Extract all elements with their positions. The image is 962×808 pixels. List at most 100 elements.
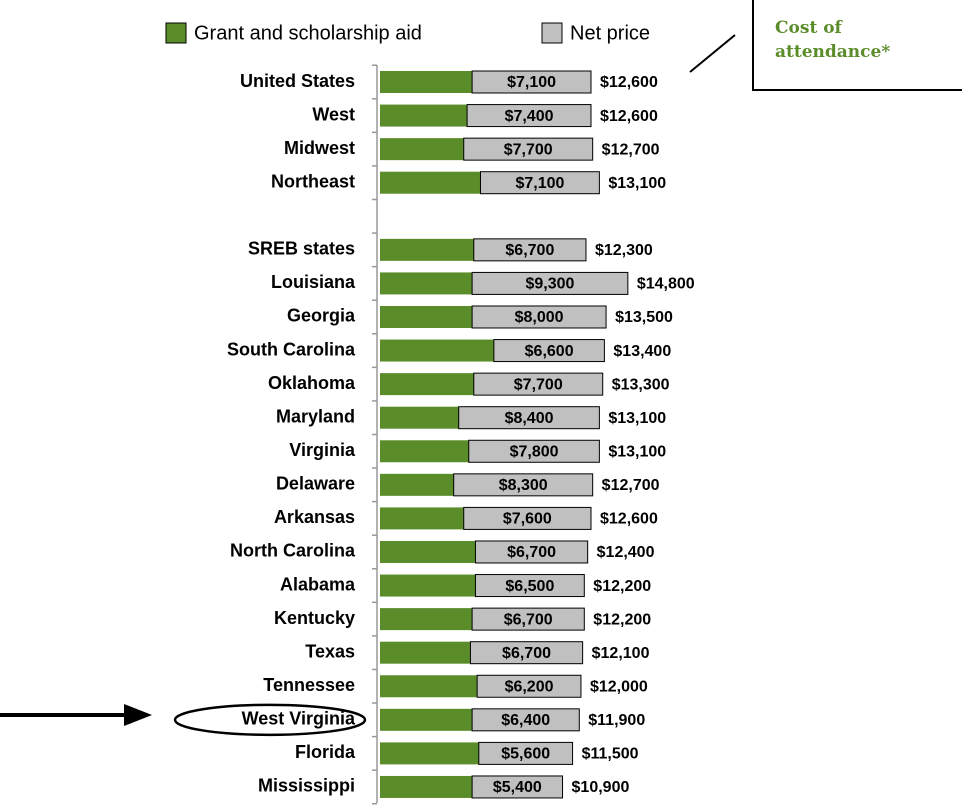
- annotation-box: [752, 0, 962, 91]
- value-label: $6,700: [507, 544, 556, 561]
- category-label: Florida: [295, 742, 356, 762]
- bar-segment: [473, 238, 587, 262]
- bar-segment: [466, 104, 592, 128]
- bar-segment: [380, 171, 481, 194]
- category-label: Kentucky: [274, 608, 355, 628]
- total-label: $12,200: [593, 611, 651, 628]
- bar-segment: [471, 305, 607, 329]
- total-label: $14,800: [637, 276, 695, 293]
- category-label: Tennessee: [263, 675, 355, 695]
- legend-label: Grant and scholarship aid: [194, 22, 422, 44]
- bar-segment: [380, 406, 459, 429]
- total-label: $13,100: [608, 410, 666, 427]
- bar-segment: [471, 775, 564, 799]
- bar-segment: [453, 473, 594, 497]
- bar-segment: [474, 574, 585, 598]
- bar-segment: [471, 607, 585, 631]
- legend-label: Net price: [570, 22, 650, 44]
- legend-swatch: [541, 22, 563, 44]
- category-label: Virginia: [289, 440, 356, 460]
- bar-segment: [471, 708, 580, 732]
- category-label: Delaware: [276, 474, 355, 494]
- category-label: West Virginia: [242, 709, 356, 729]
- highlight-ellipse: [173, 703, 367, 737]
- value-label: $7,600: [503, 511, 552, 528]
- total-label: $12,200: [593, 578, 651, 595]
- category-label: Maryland: [276, 406, 355, 426]
- bar-segment: [380, 339, 494, 362]
- value-label: $5,600: [501, 746, 550, 763]
- total-label: $13,100: [608, 175, 666, 192]
- total-label: $13,500: [615, 309, 673, 326]
- value-label: $7,400: [505, 108, 554, 125]
- bar-segment: [380, 373, 474, 396]
- bar-segment: [473, 372, 604, 396]
- category-label: Midwest: [284, 138, 355, 158]
- bar-segment: [471, 70, 592, 94]
- category-label: Northeast: [271, 171, 355, 191]
- value-label: $6,200: [505, 678, 554, 695]
- bar-segment: [380, 742, 479, 765]
- category-label: South Carolina: [227, 339, 356, 359]
- total-label: $13,100: [608, 443, 666, 460]
- category-label: North Carolina: [230, 541, 356, 561]
- total-label: $12,400: [597, 544, 655, 561]
- category-label: West: [312, 104, 355, 124]
- bar-segment: [380, 71, 473, 93]
- category-label: Oklahoma: [268, 373, 356, 393]
- total-label: $13,300: [612, 376, 670, 393]
- value-label: $9,300: [526, 276, 575, 293]
- bar-segment: [474, 540, 589, 564]
- value-label: $6,600: [525, 343, 574, 360]
- bar-segment: [380, 708, 473, 731]
- bar-segment: [380, 104, 468, 127]
- value-label: $7,700: [504, 141, 553, 158]
- total-label: $12,700: [602, 477, 660, 494]
- bar-segment: [471, 271, 629, 295]
- total-label: $12,700: [602, 141, 660, 158]
- bar-segment: [380, 574, 476, 597]
- total-label: $12,000: [590, 678, 648, 695]
- bar-segment: [380, 272, 473, 295]
- value-label: $8,400: [505, 410, 554, 427]
- total-label: $12,600: [600, 108, 658, 125]
- value-label: $7,800: [510, 443, 559, 460]
- total-label: $12,600: [600, 511, 658, 528]
- value-label: $7,100: [515, 175, 564, 192]
- value-label: $8,300: [499, 477, 548, 494]
- value-label: $7,700: [514, 376, 563, 393]
- bar-segment: [380, 238, 474, 261]
- annotation-line: [689, 34, 736, 73]
- bar-segment: [380, 138, 464, 161]
- category-label: Louisiana: [271, 272, 356, 292]
- value-label: $6,700: [504, 611, 553, 628]
- bar-segment: [380, 775, 473, 798]
- category-label: United States: [240, 71, 355, 91]
- bar-segment: [463, 137, 594, 161]
- arrow-head: [124, 704, 152, 726]
- category-label: Mississippi: [258, 776, 355, 796]
- bar-segment: [380, 473, 454, 496]
- total-label: $11,500: [582, 746, 639, 763]
- category-label: Alabama: [280, 574, 356, 594]
- annotation: Cost of attendance*: [775, 18, 890, 62]
- total-label: $10,900: [572, 779, 630, 796]
- value-label: $7,100: [507, 74, 556, 91]
- total-label: $12,100: [592, 645, 650, 662]
- value-label: $5,400: [493, 779, 542, 796]
- bar-segment: [479, 171, 600, 195]
- total-label: $12,600: [600, 74, 658, 91]
- bar-segment: [380, 675, 478, 698]
- bar-segment: [380, 305, 473, 328]
- category-label: Arkansas: [274, 507, 355, 527]
- bar-segment: [476, 674, 582, 698]
- bar-segment: [478, 741, 574, 765]
- total-label: $12,300: [595, 242, 653, 259]
- value-label: $8,000: [515, 309, 564, 326]
- value-label: $6,500: [505, 578, 554, 595]
- value-label: $6,400: [501, 712, 550, 729]
- category-label: Georgia: [287, 306, 356, 326]
- value-label: $6,700: [505, 242, 554, 259]
- bar-segment: [380, 608, 473, 631]
